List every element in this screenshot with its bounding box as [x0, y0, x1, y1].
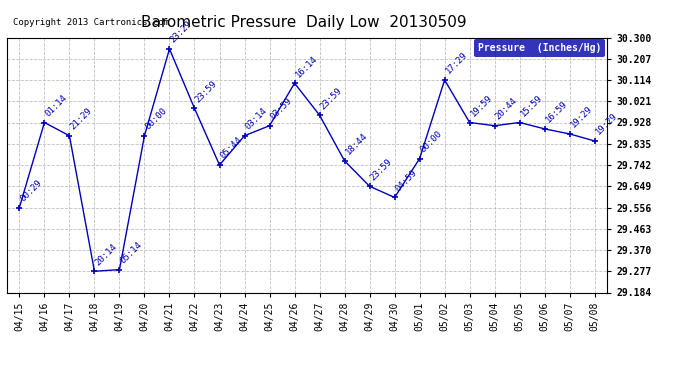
- Text: 03:14: 03:14: [244, 106, 269, 132]
- Text: 19:29: 19:29: [569, 104, 594, 130]
- Text: 00:29: 00:29: [19, 178, 44, 203]
- Legend: Pressure  (Inches/Hg): Pressure (Inches/Hg): [474, 39, 605, 57]
- Text: 00:00: 00:00: [144, 106, 169, 132]
- Text: 20:44: 20:44: [494, 96, 519, 122]
- Text: 23:59: 23:59: [368, 157, 394, 182]
- Text: 23:59: 23:59: [319, 86, 344, 111]
- Text: 18:44: 18:44: [344, 131, 369, 157]
- Text: 19:59: 19:59: [469, 93, 494, 118]
- Text: 15:59: 15:59: [519, 93, 544, 118]
- Text: Barometric Pressure  Daily Low  20130509: Barometric Pressure Daily Low 20130509: [141, 15, 466, 30]
- Text: 03:59: 03:59: [268, 96, 294, 122]
- Text: 05:14: 05:14: [119, 240, 144, 266]
- Text: 19:29: 19:29: [594, 111, 619, 137]
- Text: 20:14: 20:14: [94, 242, 119, 267]
- Text: 16:14: 16:14: [294, 54, 319, 79]
- Text: 01:14: 01:14: [43, 93, 69, 118]
- Text: 17:29: 17:29: [444, 51, 469, 76]
- Text: 04:59: 04:59: [394, 168, 419, 193]
- Text: 16:59: 16:59: [544, 99, 569, 125]
- Text: 21:29: 21:29: [68, 106, 94, 132]
- Text: 23:29: 23:29: [168, 20, 194, 45]
- Text: 23:59: 23:59: [194, 79, 219, 104]
- Text: 05:44: 05:44: [219, 135, 244, 161]
- Text: Copyright 2013 Cartronics.com: Copyright 2013 Cartronics.com: [13, 18, 169, 27]
- Text: 00:00: 00:00: [419, 129, 444, 154]
